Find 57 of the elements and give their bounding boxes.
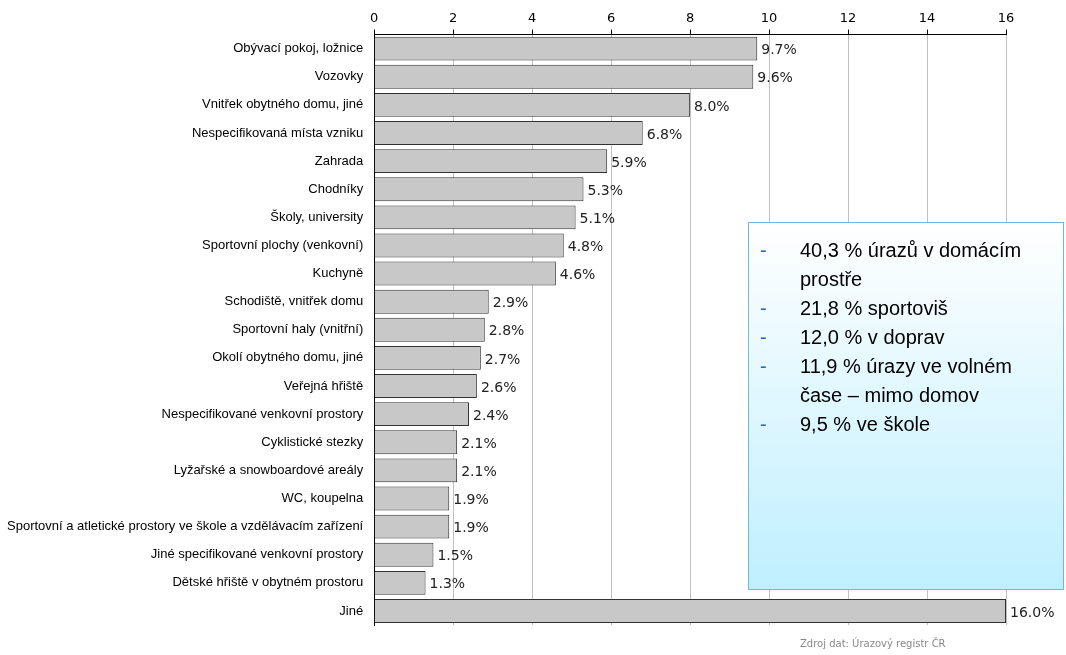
x-tick-label: 0	[370, 10, 379, 26]
y-tick-label: Jiné specifikované venkovní prostory	[150, 546, 364, 562]
data-label: 16.0%	[1010, 603, 1055, 620]
data-label: 5.9%	[611, 153, 647, 170]
data-label: 2.4%	[472, 406, 509, 423]
y-tick-label: Jiné	[339, 602, 364, 618]
y-tick-label: Dětské hřiště v obytném prostoru	[172, 574, 364, 590]
y-tick-label: Vozovky	[314, 68, 364, 84]
y-tick-label: Schodiště, vnitřek domu	[224, 293, 364, 309]
text: - 9,5 % ve škole	[760, 413, 931, 435]
x-tick-label: 2	[449, 10, 458, 26]
y-tick-label: Nespecifikovaná místa vzniku	[191, 124, 364, 140]
text: - 40,3 % úrazů v domácím prostře	[760, 239, 1022, 290]
data-label: 4.6%	[559, 266, 596, 283]
data-label: 2.7%	[484, 350, 521, 367]
y-tick-label: Sportovní plochy (venkovní)	[202, 237, 364, 253]
y-tick-label: Vnitřek obytného domu, jiné	[202, 96, 364, 112]
data-label: 2.6%	[480, 378, 517, 395]
data-label: 4.8%	[567, 238, 604, 255]
text: - 12,0 % v doprav	[760, 326, 945, 348]
data-label: 1.3%	[429, 575, 466, 592]
y-tick-label: Zahrada	[314, 152, 364, 168]
y-tick-label: Nespecifikované venkovní prostory	[161, 405, 364, 421]
y-tick-label: Sportovní haly (vnitřní)	[232, 321, 364, 337]
data-label: 9.6%	[757, 69, 793, 86]
data-label: 1.9%	[453, 519, 489, 536]
y-tick-label: Obývací pokoj, ložnice	[233, 40, 364, 56]
y-tick-label: Sportovní a atletické prostory ve škole a vzdělávacím zařízení	[7, 518, 364, 534]
x-tick-label: 4	[528, 10, 537, 26]
y-tick-label: Veřejná hřiště	[283, 377, 364, 393]
x-tick-label: 12	[839, 10, 857, 26]
data-label: 9.7%	[761, 41, 797, 58]
data-label: 2.8%	[488, 322, 525, 339]
x-tick-label: 10	[760, 10, 778, 26]
y-tick-label: WC, koupelna	[281, 490, 364, 506]
text: - 11,9 % úrazy ve volném čase – mimo domov	[760, 355, 1012, 406]
text: Zdroj dat: Úrazový registr ČR	[800, 638, 946, 649]
data-label: 2.1%	[461, 463, 497, 480]
data-label: 5.3%	[587, 181, 624, 198]
x-tick-label: 16	[997, 10, 1015, 26]
y-tick-label: Lyžařské a snowboardové areály	[173, 461, 364, 477]
y-tick-label: Okolí obytného domu, jiné	[212, 349, 364, 365]
data-label: 1.5%	[437, 547, 474, 564]
data-label: 2.1%	[461, 434, 497, 451]
data-label: 5.1%	[579, 209, 616, 226]
data-label: 6.8%	[646, 125, 683, 142]
y-tick-label: Školy, university	[270, 208, 364, 224]
y-tick-label: Chodníky	[308, 180, 364, 196]
data-label: 1.9%	[453, 491, 489, 508]
x-tick-label: 8	[685, 10, 695, 26]
text: - 21,8 % sportoviš	[760, 297, 948, 319]
y-tick-label: Kuchyně	[312, 265, 364, 281]
data-label: 2.9%	[492, 294, 529, 311]
data-label: 8.0%	[694, 97, 730, 114]
x-tick-label: 6	[607, 10, 616, 26]
y-tick-label: Cyklistické stezky	[261, 433, 364, 449]
x-tick-label: 14	[918, 10, 936, 26]
